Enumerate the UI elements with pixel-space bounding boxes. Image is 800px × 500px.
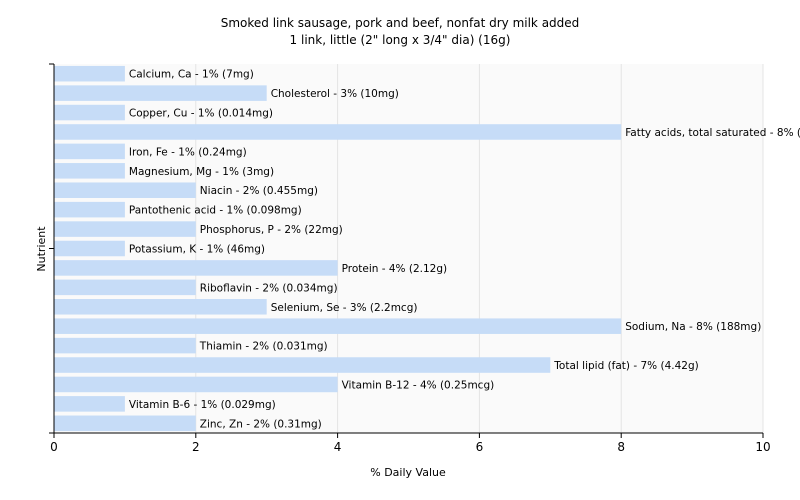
bar-label-4: Iron, Fe - 1% (0.24mg): [129, 146, 247, 158]
bar-5: [54, 163, 125, 179]
bar-label-1: Cholesterol - 3% (10mg): [271, 88, 399, 100]
x-tick-label-2: 4: [334, 440, 342, 454]
x-axis-title: % Daily Value: [370, 466, 446, 479]
bar-7: [54, 201, 125, 218]
bar-10: [54, 260, 338, 276]
x-tick-label-0: 0: [50, 440, 58, 454]
bar-6: [54, 182, 196, 199]
bar-label-12: Selenium, Se - 3% (2.2mcg): [271, 302, 418, 314]
bar-12: [54, 298, 267, 315]
bar-label-7: Pantothenic acid - 1% (0.098mg): [129, 205, 302, 217]
bar-label-13: Sodium, Na - 8% (188mg): [625, 321, 761, 333]
y-axis-title: Nutrient: [35, 226, 48, 272]
bar-16: [54, 376, 338, 393]
bar-14: [54, 337, 196, 354]
bar-label-5: Magnesium, Mg - 1% (3mg): [129, 166, 274, 178]
bar-11: [54, 279, 196, 296]
bar-15: [54, 357, 551, 373]
bar-label-15: Total lipid (fat) - 7% (4.42g): [553, 360, 698, 372]
plot-area: Calcium, Ca - 1% (7mg) Cholesterol - 3% (…: [49, 63, 800, 454]
bar-label-9: Potassium, K - 1% (46mg): [129, 244, 265, 256]
bar-13: [54, 318, 622, 334]
bar-label-11: Riboflavin - 2% (0.034mg): [200, 282, 338, 294]
bar-4: [54, 143, 125, 160]
bar-label-6: Niacin - 2% (0.455mg): [200, 185, 318, 197]
chart-title: Smoked link sausage, pork and beef, nonf…: [221, 16, 580, 30]
bar-9: [54, 240, 125, 257]
bar-label-8: Phosphorus, P - 2% (22mg): [200, 224, 343, 236]
chart-subtitle: 1 link, little (2" long x 3/4" dia) (16g…: [290, 33, 511, 47]
bar-2: [54, 104, 125, 121]
bar-label-16: Vitamin B-12 - 4% (0.25mcg): [342, 379, 495, 391]
x-tick-label-4: 8: [617, 440, 625, 454]
bar-0: [54, 65, 125, 82]
x-tick-label-3: 6: [476, 440, 484, 454]
bar-18: [54, 415, 196, 432]
x-tick-label-5: 10: [755, 440, 770, 454]
bar-label-10: Protein - 4% (2.12g): [342, 263, 448, 275]
bar-label-18: Zinc, Zn - 2% (0.31mg): [200, 418, 322, 430]
bar-label-17: Vitamin B-6 - 1% (0.029mg): [129, 399, 276, 411]
x-tick-label-1: 2: [192, 440, 200, 454]
bar-8: [54, 221, 196, 237]
bar-3: [54, 124, 622, 140]
bar-label-14: Thiamin - 2% (0.031mg): [199, 341, 328, 353]
bar-label-0: Calcium, Ca - 1% (7mg): [129, 69, 254, 81]
bar-label-3: Fatty acids, total saturated - 8% (1.555…: [625, 127, 800, 139]
bar-17: [54, 396, 125, 412]
bar-1: [54, 85, 267, 101]
bar-label-2: Copper, Cu - 1% (0.014mg): [129, 108, 273, 120]
